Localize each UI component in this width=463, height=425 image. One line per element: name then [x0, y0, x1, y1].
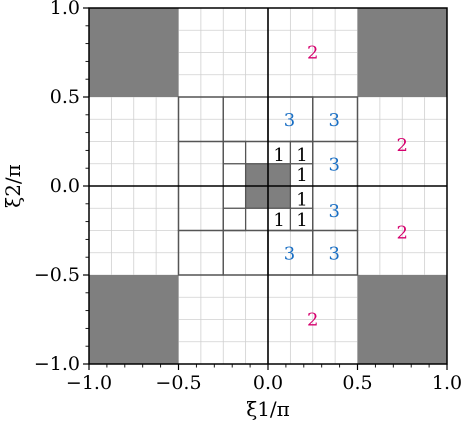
y-tick-label: 1.0 — [50, 0, 80, 19]
cell-annotation-level1: 1 — [296, 210, 307, 231]
region-box — [222, 140, 247, 165]
cell-annotation-level2: 2 — [307, 310, 318, 331]
y-axis-label: ξ2/π — [1, 164, 25, 208]
zero-lines — [89, 8, 447, 364]
x-tick-label: −1.0 — [66, 372, 112, 394]
cell-annotation-level2: 2 — [397, 135, 408, 156]
cell-annotation-level3: 3 — [329, 110, 340, 131]
cell-annotation-level1: 1 — [296, 189, 307, 210]
cell-annotation-level1: 1 — [273, 210, 284, 231]
x-tick-label: −0.5 — [155, 372, 201, 394]
x-tick-label: 0.5 — [342, 372, 372, 394]
y-tick-label: −1.0 — [34, 353, 80, 375]
shaded-regions — [89, 8, 447, 364]
x-tick-label: 0.0 — [253, 372, 283, 394]
shaded-region — [89, 8, 179, 97]
shaded-region — [89, 275, 179, 364]
y-tick-label: 0.5 — [50, 86, 80, 108]
region-box — [222, 207, 247, 232]
cell-annotation-level3: 3 — [329, 201, 340, 222]
cell-annotation-level3: 3 — [284, 110, 295, 131]
cell-annotation-level3: 3 — [329, 155, 340, 176]
shaded-region — [357, 275, 447, 364]
cell-annotation-level3: 3 — [329, 244, 340, 265]
y-tick-label: −0.5 — [34, 264, 80, 286]
x-axis-label: ξ1/π — [246, 397, 290, 421]
cell-annotation-level1: 1 — [296, 145, 307, 166]
x-tick-label: 1.0 — [432, 372, 462, 394]
y-tick-label: 0.0 — [50, 175, 80, 197]
cell-annotation-level2: 2 — [397, 222, 408, 243]
cell-annotation-level2: 2 — [307, 43, 318, 64]
cell-annotation-level1: 1 — [296, 165, 307, 186]
axis-ticks: −1.0 −0.5 0.0 0.5 1.0 −1.0 −0.5 0.0 0.5 1.0 — [34, 0, 462, 394]
shaded-region — [357, 8, 447, 97]
cell-annotation-level3: 3 — [284, 244, 295, 265]
cell-annotation-level1: 1 — [273, 145, 284, 166]
